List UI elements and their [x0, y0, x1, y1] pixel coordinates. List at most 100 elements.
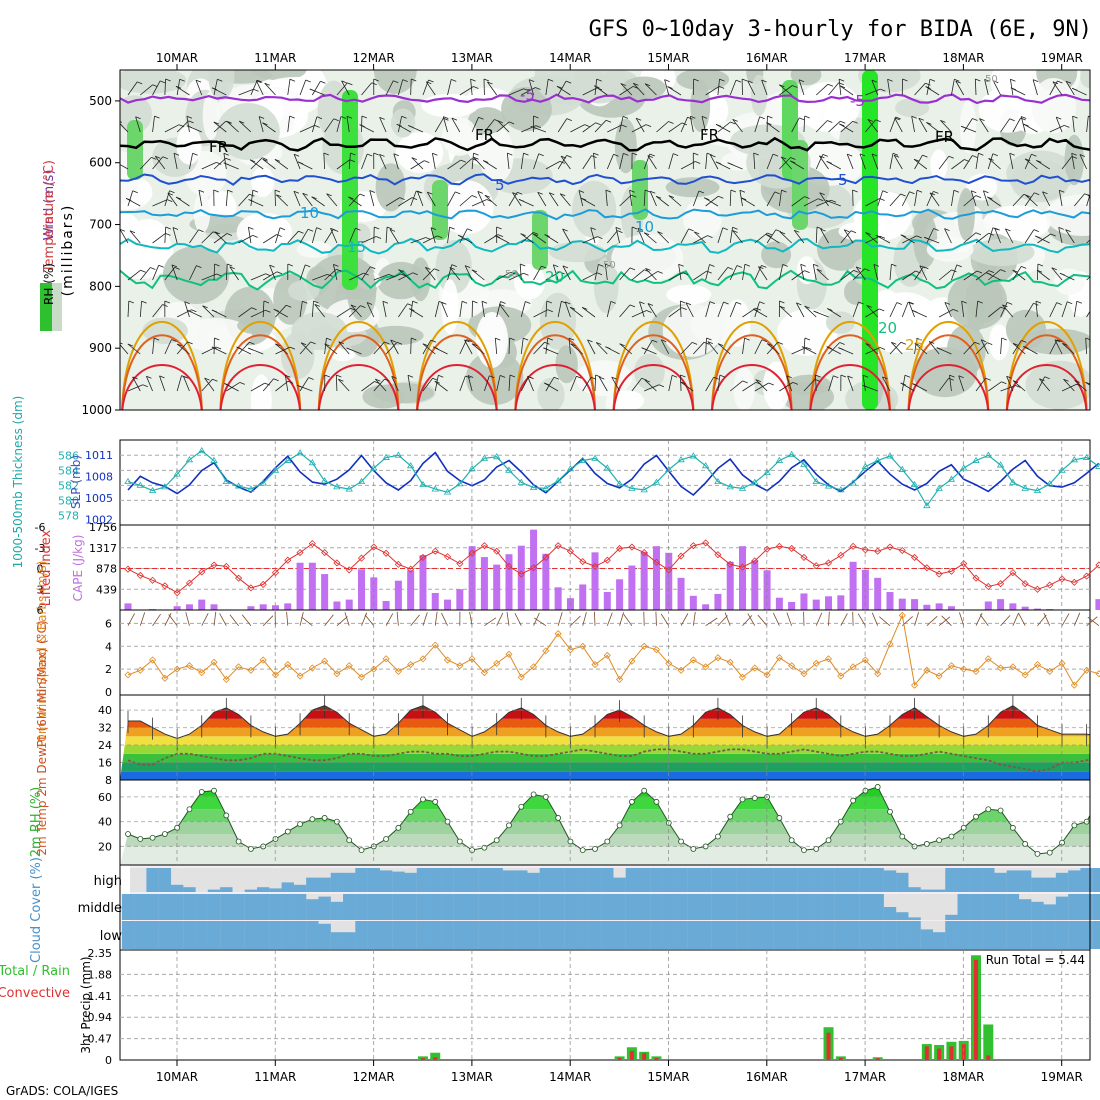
cape-bar [677, 577, 685, 610]
contour-label--5: -5 [520, 86, 535, 104]
thickness-point [148, 486, 157, 494]
wind10-barb [914, 612, 919, 626]
wind-barb-flag [176, 343, 183, 347]
wind-barb [866, 305, 878, 318]
wind-barb-flag [375, 378, 381, 382]
lifted-index-point [652, 558, 661, 566]
lifted-index-point [960, 560, 968, 568]
wind-barb-flag [1035, 235, 1041, 239]
wind-barb-flag [856, 266, 862, 270]
wind-barb [214, 231, 227, 244]
wind-barb [838, 79, 842, 96]
wind10-point [886, 640, 894, 648]
wind-barb-flag [214, 231, 220, 235]
wind-barb-flag [1036, 269, 1043, 273]
wind10-barb [582, 612, 587, 626]
wind-barb-flag [894, 117, 900, 121]
wind-barb [914, 266, 924, 281]
wind-barb [594, 85, 608, 96]
wind-barb [732, 119, 743, 133]
wind-barb [643, 189, 646, 207]
wind10-point [554, 630, 562, 638]
cape-bar [997, 599, 1005, 610]
wind-barb-flag [1071, 152, 1077, 156]
wind-barb-flag [373, 78, 379, 82]
wind10-point [149, 656, 157, 664]
lifted-index-point [370, 543, 378, 551]
wind-barb [891, 342, 903, 355]
wind-barb-flag [1021, 116, 1027, 119]
lifted-index-point [296, 549, 304, 557]
wind-barb-flag [214, 337, 220, 341]
wind-barb-flag [1013, 343, 1019, 346]
wind-barb [804, 305, 817, 318]
wind-barb [786, 375, 793, 392]
wind-barb [258, 116, 264, 133]
wind-barb [766, 191, 776, 207]
wind-barb [717, 301, 724, 318]
cloud-bar-middle [871, 894, 884, 920]
wind-barb-flag [289, 346, 296, 350]
wind-barb-flag [804, 270, 810, 273]
cloud-bar-low [969, 921, 983, 949]
rh-shade [930, 149, 948, 181]
wind10-barb [441, 612, 448, 626]
rh-shade [622, 76, 666, 100]
wind-barb-flag [909, 191, 915, 195]
wind-barb [264, 82, 276, 96]
wind-barb [815, 83, 829, 96]
wind-barb-flag [840, 374, 847, 378]
wind10-point [235, 663, 243, 671]
cloud-bar-high [441, 868, 454, 892]
lifted-index-label: Lifted Index [39, 529, 54, 606]
wind-barb [336, 116, 342, 133]
wind-barb [336, 307, 351, 318]
wind10-point [333, 670, 341, 678]
temp-contour-35 [121, 364, 1088, 410]
cape-bar [911, 599, 919, 610]
lifted-index-point [910, 553, 919, 561]
wind-barb [840, 230, 852, 244]
wind-barb [871, 153, 879, 170]
rh-shade [202, 91, 220, 140]
wind-barb-flag [644, 379, 651, 383]
cloud-bar-high [220, 887, 233, 892]
cloud-bar-middle [625, 894, 639, 920]
wind-barb [487, 81, 498, 96]
wind-barb-flag [744, 263, 751, 267]
cloud-bar-high [699, 868, 712, 892]
thickness-point [505, 466, 513, 473]
wind-barb [361, 266, 371, 281]
wind-barb [593, 153, 596, 170]
cloud-bar-low [367, 921, 380, 949]
wind-barb [779, 382, 794, 392]
wind10-point [1021, 671, 1029, 679]
thickness-label: 1000-500mb Thickness (dm) [11, 396, 25, 569]
wind-barb [908, 301, 915, 318]
wind-barb-flag [338, 341, 344, 345]
wind-barb-flag [1059, 272, 1066, 276]
wind-barb [951, 79, 955, 96]
cloud-bar-low [539, 921, 553, 949]
wind-barb [901, 301, 909, 318]
wind-barb [409, 308, 424, 318]
wind10-point [960, 665, 968, 673]
wind-barb [416, 190, 424, 207]
wind-barb [171, 264, 178, 281]
wind-barb-flag [893, 154, 900, 158]
wind-barb-flag [164, 300, 170, 304]
rh-ytick-label: 20 [98, 840, 112, 853]
thickness-point [751, 478, 759, 485]
cape-bar [394, 580, 402, 610]
wind10-point [640, 642, 648, 650]
cloud-bar-high [404, 872, 417, 892]
wind-barb-flag [1063, 378, 1069, 382]
wind-barb-flag [908, 301, 915, 305]
thickness-point [591, 454, 599, 461]
wind-barb-flag [548, 78, 554, 82]
contour-label-5: 5 [495, 176, 505, 194]
wind-barb-flag [275, 343, 281, 347]
wind-barb [582, 236, 598, 244]
rh-moist-column [127, 120, 143, 180]
thickness-point [222, 477, 231, 485]
